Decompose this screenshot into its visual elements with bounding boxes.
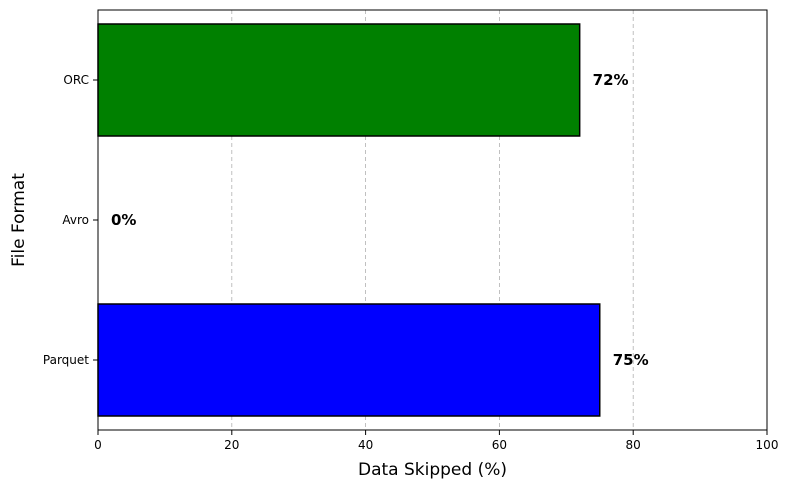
y-tick-label: Avro	[62, 213, 89, 227]
x-tick-label: 100	[756, 438, 779, 452]
y-tick-label: Parquet	[43, 353, 89, 367]
x-tick-label: 60	[492, 438, 507, 452]
data-labels: 75% 0% 72%	[111, 71, 649, 369]
x-axis-ticks: 0 20 40 60 80 100	[94, 430, 778, 452]
x-tick-label: 80	[626, 438, 641, 452]
x-axis-title: Data Skipped (%)	[358, 460, 507, 480]
bar-orc	[97, 23, 581, 137]
y-axis-ticks: Parquet Avro ORC	[43, 73, 98, 367]
y-tick-label: ORC	[63, 73, 89, 87]
data-label: 75%	[613, 351, 649, 369]
bar-parquet	[97, 303, 601, 417]
x-tick-label: 40	[358, 438, 373, 452]
data-label: 72%	[593, 71, 629, 89]
x-tick-label: 20	[224, 438, 239, 452]
y-axis-title: File Format	[9, 173, 29, 267]
bars	[97, 23, 601, 417]
data-label: 0%	[111, 211, 136, 229]
x-tick-label: 0	[94, 438, 102, 452]
